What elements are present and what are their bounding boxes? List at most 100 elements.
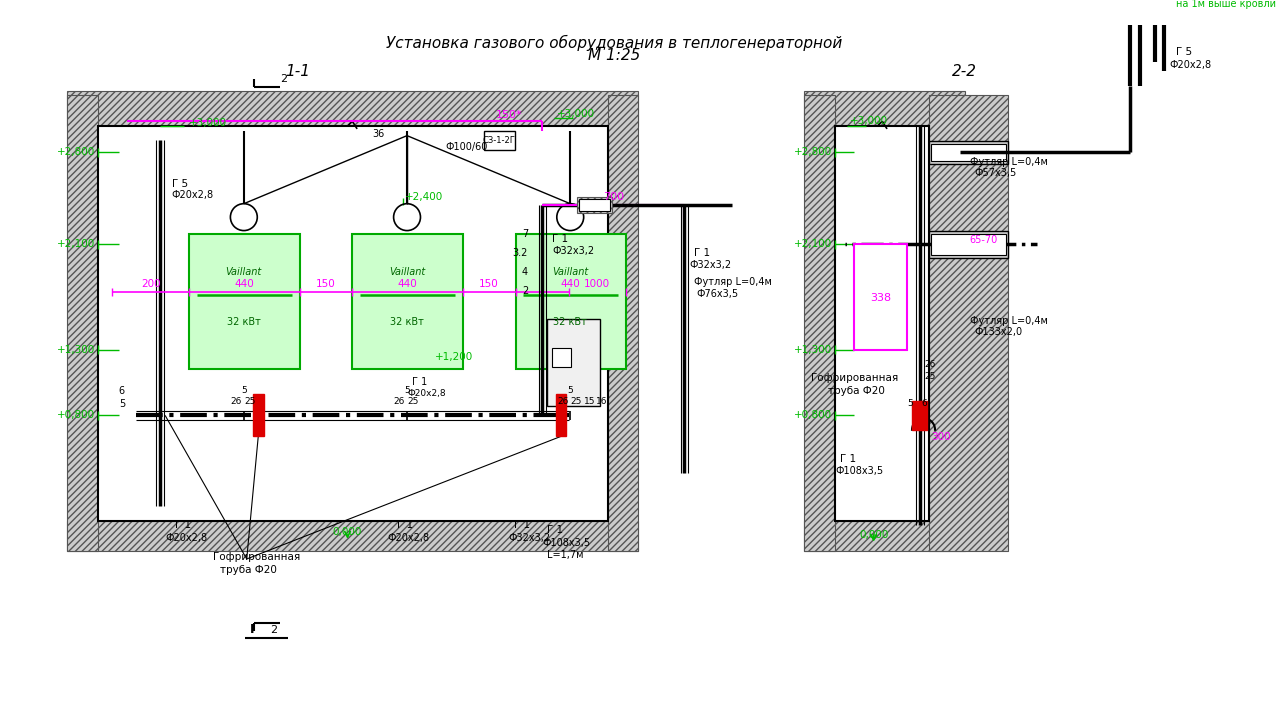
Bar	[930, 231, 1008, 258]
Bar	[835, 126, 930, 520]
Text: Гофрированная: Гофрированная	[810, 374, 898, 384]
Text: L=1,7м: L=1,7м	[547, 550, 584, 560]
Bar	[931, 144, 1007, 161]
Text: 5: 5	[241, 386, 247, 395]
Text: Ф32х3,2: Ф32х3,2	[552, 246, 594, 256]
Bar	[253, 394, 265, 436]
Text: Г 1: Г 1	[840, 453, 856, 463]
Text: Г 1: Г 1	[398, 520, 413, 530]
Bar	[577, 198, 612, 212]
Text: Г 1: Г 1	[412, 376, 428, 386]
Text: 5: 5	[568, 386, 573, 395]
Text: 0,000: 0,000	[859, 530, 889, 540]
Text: 150*: 150*	[496, 110, 523, 120]
Text: 338: 338	[869, 293, 891, 303]
Text: +2,400: +2,400	[406, 193, 443, 202]
Text: Установка газового оборудования в теплогенераторной: Установка газового оборудования в теплог…	[386, 34, 842, 51]
Text: +3,000: +3,000	[557, 108, 594, 118]
Bar	[484, 130, 515, 150]
Text: +2,100: +2,100	[56, 240, 95, 250]
Text: Г 1: Г 1	[514, 520, 530, 530]
Bar	[931, 234, 1007, 255]
Text: 26: 26	[557, 397, 569, 406]
Text: +3,000: +3,000	[189, 118, 227, 128]
Text: 150: 150	[316, 279, 335, 289]
Text: Гофрированная: Гофрированная	[213, 552, 300, 562]
Text: 5: 5	[404, 386, 410, 395]
Text: 440: 440	[234, 279, 254, 289]
Text: 25: 25	[244, 397, 256, 406]
Text: +3,000: +3,000	[850, 116, 887, 126]
Text: +0,800: +0,800	[56, 411, 95, 421]
Text: 26: 26	[230, 397, 241, 406]
Bar	[805, 520, 964, 551]
Text: 2: 2	[270, 625, 277, 635]
Text: +1,200: +1,200	[435, 352, 474, 362]
Text: 300: 300	[931, 433, 950, 443]
Bar	[607, 96, 638, 551]
Bar	[805, 96, 835, 551]
Text: 2: 2	[521, 287, 528, 297]
Text: 32 кВт: 32 кВт	[553, 317, 587, 327]
Text: Футляр L=0,4м: Футляр L=0,4м	[695, 277, 772, 287]
Text: 150: 150	[479, 279, 498, 289]
Bar	[352, 235, 462, 369]
Text: 26: 26	[394, 397, 404, 406]
Text: 1000: 1000	[584, 279, 610, 289]
Text: 700: 700	[603, 193, 624, 202]
Bar	[67, 520, 638, 551]
Bar	[854, 245, 908, 349]
Text: 65-70: 65-70	[969, 235, 998, 245]
Text: Ф20х2,8: Ф20х2,8	[407, 389, 446, 398]
Text: 0,000: 0,000	[333, 527, 362, 537]
Text: 32 кВт: 32 кВт	[227, 317, 261, 327]
Text: +2,100: +2,100	[794, 240, 832, 250]
Text: Ф100/60: Ф100/60	[446, 142, 488, 152]
Text: Ф20х2,8: Ф20х2,8	[1170, 60, 1211, 70]
Bar	[67, 96, 98, 551]
Text: труба Ф20: труба Ф20	[828, 386, 885, 396]
Text: Vaillant: Vaillant	[226, 267, 262, 277]
Bar	[912, 401, 927, 430]
Text: труба Ф20: труба Ф20	[220, 565, 277, 575]
Text: Ф57х3,5: Ф57х3,5	[975, 168, 1017, 178]
Bar	[547, 319, 600, 406]
Bar	[67, 91, 638, 126]
Text: 6: 6	[922, 399, 927, 409]
Text: 5: 5	[119, 399, 125, 409]
Text: Vaillant: Vaillant	[552, 267, 588, 277]
Text: 2-2: 2-2	[953, 63, 977, 79]
Text: Футляр L=0,4м: Футляр L=0,4м	[969, 157, 1048, 167]
Text: 25: 25	[924, 372, 936, 381]
Text: 36: 36	[372, 129, 384, 139]
Text: 26: 26	[924, 359, 936, 369]
Bar	[552, 348, 571, 367]
Text: 32 кВт: 32 кВт	[390, 317, 424, 327]
Text: 16: 16	[596, 397, 607, 406]
Text: М 1:25: М 1:25	[588, 48, 641, 63]
Text: +1,300: +1,300	[794, 344, 832, 354]
Bar	[579, 199, 610, 211]
Text: I: I	[250, 622, 254, 635]
Bar	[930, 96, 1008, 551]
Text: Ф32х3,2: Ф32х3,2	[508, 533, 551, 543]
Text: Г 1: Г 1	[547, 525, 564, 535]
Text: Г 5: Г 5	[172, 179, 187, 189]
Bar	[805, 91, 964, 126]
Text: Футляр L=0,4м: Футляр L=0,4м	[969, 316, 1048, 326]
Text: +0,800: +0,800	[795, 411, 832, 421]
Text: Ф108х3,5: Ф108х3,5	[835, 466, 883, 476]
Text: на 1м выше кровли: на 1м выше кровли	[1176, 0, 1276, 9]
Text: 25: 25	[407, 397, 419, 406]
Text: Ф20х2,8: Ф20х2,8	[166, 533, 207, 543]
Text: 5: 5	[908, 399, 913, 409]
Text: Г 1: Г 1	[175, 520, 191, 530]
Text: Г 1: Г 1	[695, 248, 710, 258]
Bar	[189, 235, 299, 369]
Text: +2,800: +2,800	[794, 148, 832, 158]
Text: СЗ-1-2Г: СЗ-1-2Г	[483, 136, 516, 145]
Text: 1-1: 1-1	[285, 63, 311, 79]
Text: 200: 200	[141, 279, 160, 289]
Bar	[515, 235, 625, 369]
Text: 3.2: 3.2	[512, 248, 528, 258]
